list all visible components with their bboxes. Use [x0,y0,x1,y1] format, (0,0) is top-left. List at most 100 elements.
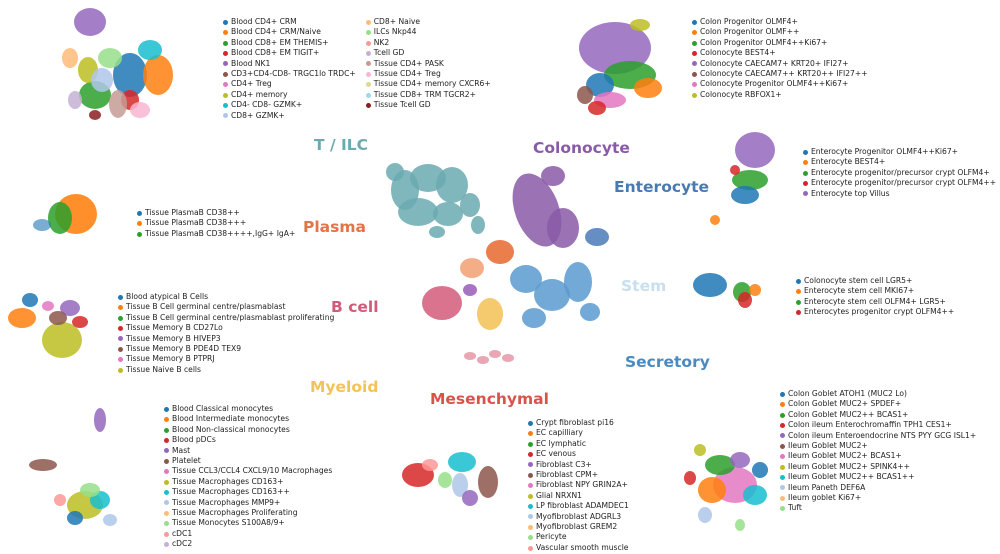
legend-marker [164,500,169,506]
legend-marker [528,545,533,551]
legend-marker [796,278,801,284]
legend-marker [118,305,123,311]
overview-cluster-plasma [486,240,514,264]
legend-item-bcell: Tissue B Cell germinal centre/plasmablas… [118,313,334,323]
group-label-bcell: B cell [331,298,379,316]
legend-item-tilc: CD4- CD8- GZMK+ [223,100,356,110]
legend-label: Tissue Memory B PTPRJ [126,354,215,364]
stem-cluster [693,273,727,297]
legend-label: Blood Intermediate monocytes [172,414,290,424]
legend-label: Ileum Goblet MUC2+ [788,441,868,451]
group-label-secretory: Secretory [625,353,710,371]
legend-marker [365,61,371,67]
legend-item-secretory: Colon ileum Enteroendocrine NTS PYY GCG … [780,431,976,441]
secretory-cluster [694,444,706,456]
legend-label: Blood NK1 [231,58,271,68]
group-label-mesenchymal: Mesenchymal [430,390,549,408]
legend-item-myeloid: cDC2 [164,539,332,549]
legend-marker [365,102,371,108]
legend-label: Enterocyte progenitor/precursor crypt OL… [811,178,997,188]
legend-item-mesenchymal: Crypt fibroblast pi16 [528,418,629,428]
legend-label: Tissue Naive B cells [126,364,201,374]
legend-label: Colonocyte CAECAM7+ KRT20+ IFI27+ [700,58,849,68]
legend-marker [692,82,697,88]
colonocyte-cluster [588,101,606,115]
legend-item-secretory: Colon ileum Enterochromaffin TPH1 CES1+ [780,420,976,430]
legend-marker [692,30,697,36]
legend-marker [365,82,371,88]
legend-label: Tissue Macrophages CD163++ [172,487,290,497]
legend-label: Platelet [172,456,201,466]
secretory-cluster [698,477,726,503]
overview-cluster-myeloid [477,298,503,330]
overview-cluster-tilc [436,167,468,203]
overview-cluster-epithelial [510,265,542,293]
legend-label: Blood CD8+ EM TIGIT+ [231,48,320,58]
legend-item-colonocyte: Colon Progenitor OLMF4++Ki67+ [692,38,868,48]
legend-label: Blood Classical monocytes [172,404,274,413]
tilc-cluster [68,91,82,109]
group-label-stem: Stem [621,277,667,295]
legend-marker [365,92,371,98]
overview-cluster-enterocyte [585,228,609,246]
legend-label: Blood CD4+ CRM/Naive [231,27,321,37]
legend-label: Colonocyte RBFOX1+ [700,89,782,99]
legend-item-myeloid: Tissue Macrophages Proliferating [164,508,332,518]
legend-marker [223,61,228,67]
legend-marker [137,231,142,237]
legend-marker [164,541,169,547]
legend-item-tilc: Tissue CD4+ memory CXCR6+ [365,79,491,89]
mesenchymal-cluster [462,490,478,506]
legend-label: Tcell GD [373,48,405,58]
legend-marker [137,210,142,216]
legend-item-secretory: Colon Goblet MUC2++ BCAS1+ [780,410,976,420]
legend-item-tilc: Tissue CD8+ TRM TGCR2+ [365,90,491,100]
legend-label: Tissue CD4+ PASK [373,58,444,68]
legend-item-tilc: ILCs Nkp44 [365,27,491,37]
enterocyte-cluster [735,132,775,168]
plasma-cluster [48,202,72,234]
legend-myeloid: Blood Classical monocytes Blood Intermedi… [164,404,332,550]
legend-label: Ileum goblet Ki67+ [788,493,862,503]
legend-label: CD8+ GZMK+ [231,110,285,120]
legend-label: Enterocyte top Villus [811,188,890,198]
legend-item-myeloid: Blood pDCs [164,435,332,445]
overview-cluster-colonocyte [541,166,565,186]
legend-marker [692,50,697,56]
overview-cluster-tilc [429,226,445,238]
legend-item-mesenchymal: Fibroblast C3+ [528,460,629,470]
myeloid-cluster [67,511,83,525]
legend-label: Fibroblast CPM+ [536,470,599,480]
overview-cluster-mesenchymal [464,352,476,360]
legend-item-tilc: CD8+ Naive [365,17,491,27]
legend-label: Enterocyte progenitor/precursor crypt OL… [811,167,990,177]
legend-marker [528,493,533,499]
legend-marker [223,82,228,88]
legend-label: Mast [172,445,191,455]
legend-label: Pericyte [536,532,567,542]
legend-marker [803,160,808,166]
legend-label: Enterocyte BEST4+ [811,157,886,167]
legend-item-colonocyte: Colonocyte RBFOX1+ [692,90,868,100]
legend-item-secretory: Colon Goblet MUC2+ SPDEF+ [780,399,976,409]
legend-item-tilc: NK2 [365,38,491,48]
legend-marker [692,19,697,25]
secretory-cluster [705,455,735,475]
colonocyte-cluster [630,19,650,31]
legend-item-mesenchymal: EC capilliary [528,428,629,438]
tilc-cluster [98,48,122,68]
legend-marker [223,30,228,36]
overview-cluster-plasma [460,258,484,278]
legend-marker [118,315,123,321]
legend-label: Tissue CCL3/CCL4 CXCL9/10 Macrophages [172,466,333,476]
legend-marker [164,458,169,464]
legend-marker [780,454,785,460]
legend-label: Myofibroblast GREM2 [536,522,618,532]
secretory-cluster [752,462,768,478]
legend-item-mesenchymal: Vascular smooth muscle [528,543,629,553]
legend-label: Tissue PlasmaB CD38++++,IgG+ IgA+ [145,228,296,238]
legend-item-secretory: Ileum Goblet MUC2+ SPINK4++ [780,462,976,472]
legend-marker [118,367,123,373]
overview-cluster-mast [463,284,477,296]
tilc-cluster [74,8,106,36]
